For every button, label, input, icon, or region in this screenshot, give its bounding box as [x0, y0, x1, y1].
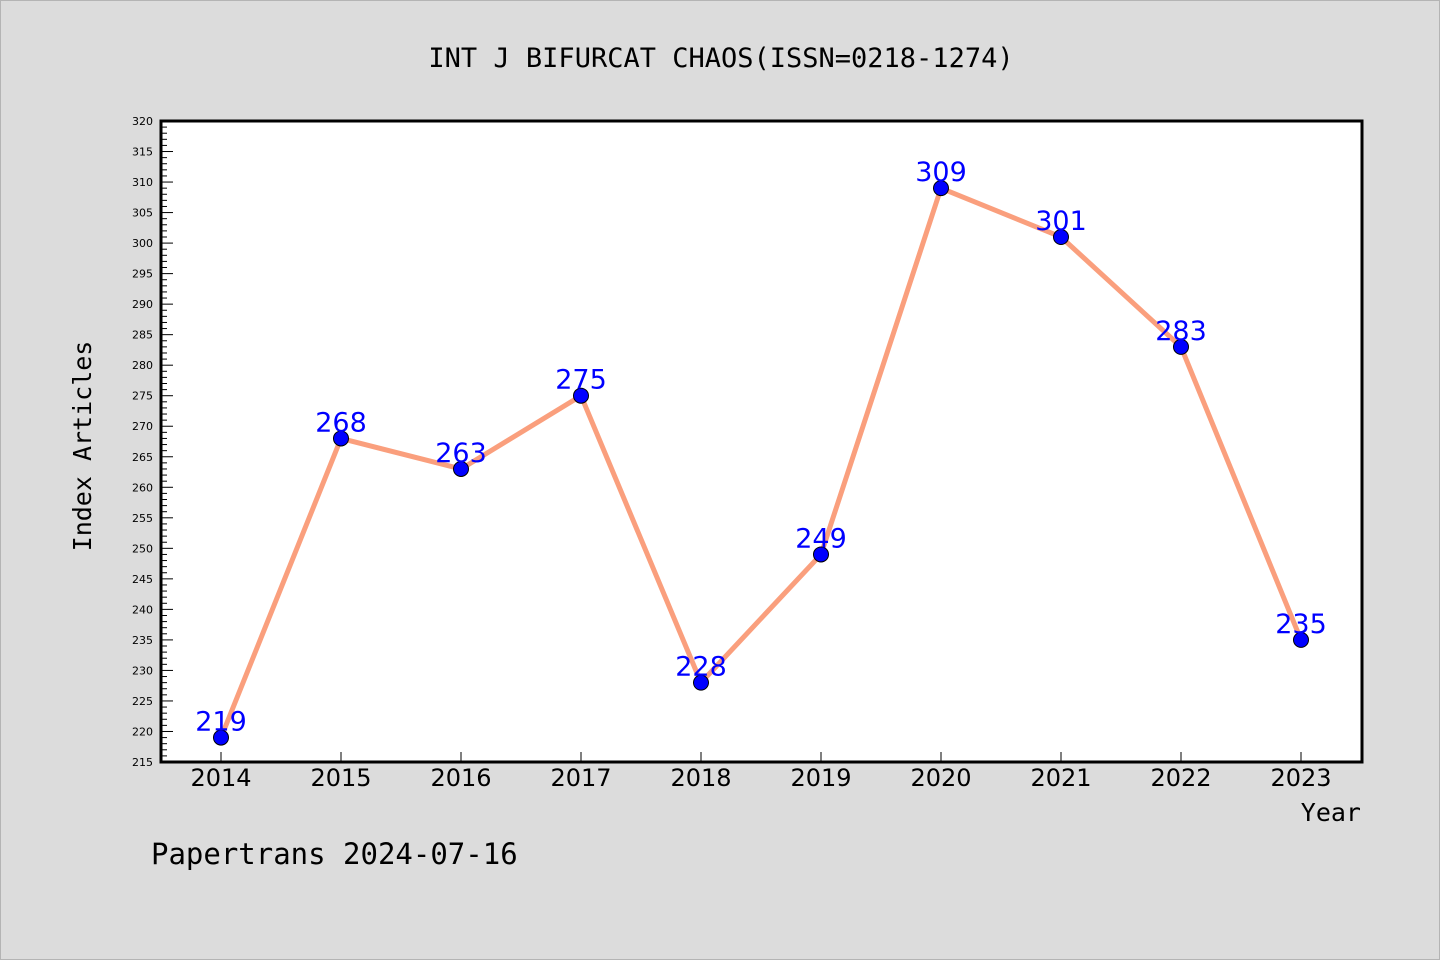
y-axis-tick-labels: 215 220 225 230 235 240 245 250 255 260 265 270 275 2… — [132, 115, 153, 769]
y-tick-label: 270 — [132, 420, 153, 433]
x-axis-tick-labels: 2014 2015 2016 2017 2018 2019 2020 2021 2022 2023 — [190, 764, 1331, 792]
x-tick-label: 2016 — [430, 764, 491, 792]
y-tick-label: 240 — [132, 603, 153, 616]
x-tick-label: 2014 — [190, 764, 251, 792]
x-tick-label: 2022 — [1150, 764, 1211, 792]
data-point — [453, 460, 469, 477]
data-label: 235 — [1275, 609, 1327, 640]
data-label: 263 — [435, 438, 487, 469]
data-point — [1053, 228, 1069, 245]
y-tick-label: 305 — [132, 207, 153, 220]
y-tick-label: 290 — [132, 298, 153, 311]
x-axis-label: Year — [1301, 798, 1361, 827]
data-labels: 219 268 263 275 228 249 309 301 283 235 — [195, 157, 1327, 737]
data-point — [933, 180, 949, 197]
y-tick-label: 225 — [132, 695, 153, 708]
y-tick-label: 215 — [132, 756, 153, 769]
y-tick-label: 250 — [132, 542, 153, 555]
y-tick-label: 220 — [132, 725, 153, 738]
y-tick-label: 260 — [132, 481, 153, 494]
x-tick-label: 2023 — [1270, 764, 1331, 792]
y-axis-label: Index Articles — [68, 341, 97, 552]
y-tick-label: 230 — [132, 664, 153, 677]
y-tick-label: 280 — [132, 359, 153, 372]
y-tick-label: 320 — [132, 115, 153, 128]
series-articles — [218, 185, 1304, 741]
data-label: 219 — [195, 707, 247, 738]
x-tick-label: 2019 — [790, 764, 851, 792]
data-point — [1173, 338, 1189, 355]
y-tick-label: 235 — [132, 634, 153, 647]
data-point — [813, 546, 829, 563]
x-tick-label: 2020 — [910, 764, 971, 792]
y-tick-label: 315 — [132, 146, 153, 159]
data-label: 268 — [315, 407, 367, 438]
y-tick-label: 275 — [132, 390, 153, 403]
x-tick-label: 2017 — [550, 764, 611, 792]
y-axis-ticks — [161, 120, 1302, 763]
data-label: 301 — [1035, 206, 1087, 237]
y-tick-label: 245 — [132, 573, 153, 586]
y-tick-label: 255 — [132, 512, 153, 525]
data-point — [213, 729, 229, 746]
y-tick-label: 300 — [132, 237, 153, 250]
x-tick-label: 2018 — [670, 764, 731, 792]
data-label: 228 — [675, 652, 727, 683]
y-tick-label: 295 — [132, 268, 153, 281]
x-tick-label: 2021 — [1030, 764, 1091, 792]
data-point — [333, 430, 349, 447]
chart-title: INT J BIFURCAT CHAOS(ISSN=0218-1274) — [428, 43, 1013, 74]
series-line — [218, 185, 1304, 741]
data-point — [573, 387, 589, 404]
y-tick-label: 310 — [132, 176, 153, 189]
data-point — [693, 674, 709, 691]
data-label: 283 — [1155, 316, 1207, 347]
y-tick-label: 285 — [132, 329, 153, 342]
data-label: 249 — [795, 523, 847, 554]
data-point — [1293, 631, 1309, 648]
data-points — [213, 180, 1309, 746]
data-label: 275 — [555, 365, 607, 396]
x-tick-label: 2015 — [310, 764, 371, 792]
y-tick-label: 265 — [132, 451, 153, 464]
footer-credit: Papertrans 2024-07-16 — [151, 837, 518, 871]
data-label: 309 — [915, 157, 967, 188]
